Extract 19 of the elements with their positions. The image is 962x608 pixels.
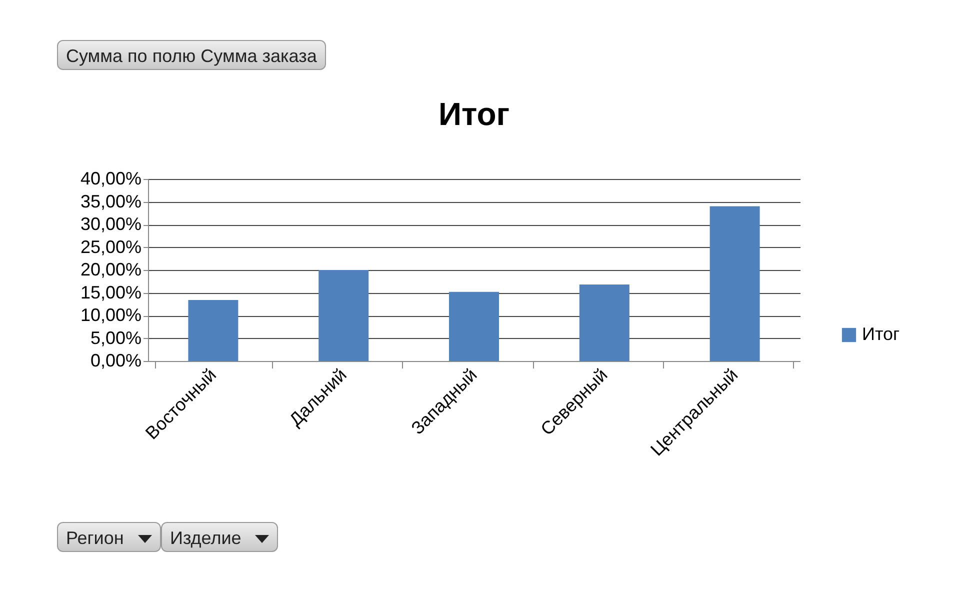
y-tick-label: 40,00% <box>80 168 142 188</box>
field-button: Сумма по полю Сумма заказа <box>57 40 326 70</box>
y-tick-label: 5,00% <box>90 328 142 348</box>
y-tick-label: 20,00% <box>80 260 142 280</box>
bar <box>188 300 238 361</box>
legend-label: Итог <box>862 324 900 344</box>
y-tick-label: 15,00% <box>80 282 142 302</box>
y-tick-label: 35,00% <box>80 191 142 212</box>
bar <box>579 284 630 361</box>
y-tick-label: 30,00% <box>80 214 142 234</box>
y-tick-label: 0,00% <box>90 350 142 370</box>
bar <box>710 206 760 361</box>
chart-title: Итог <box>438 96 510 132</box>
y-tick-label: 10,00% <box>80 305 142 325</box>
bar <box>318 270 369 361</box>
y-tick-label: 25,00% <box>80 236 142 257</box>
field-button: Изделие <box>161 522 278 552</box>
field-button: Регион <box>57 522 161 552</box>
bar <box>449 292 499 361</box>
